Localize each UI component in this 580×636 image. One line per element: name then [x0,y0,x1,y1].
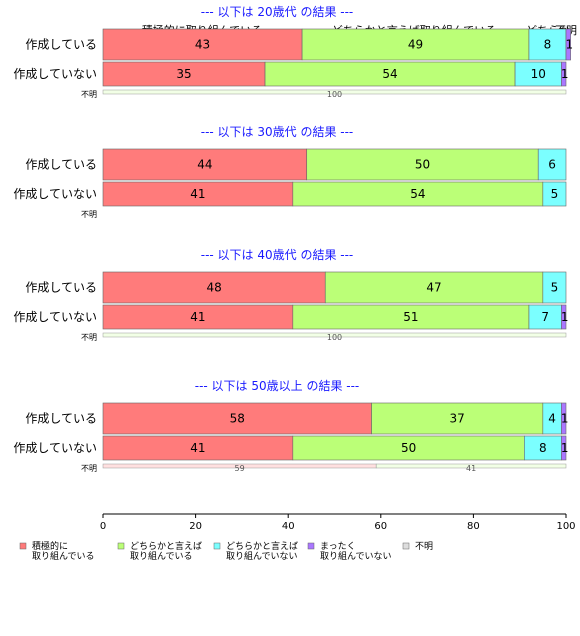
bar-segment [102,89,567,95]
bar-segment [565,28,571,61]
bar-segment [102,181,294,207]
bar-segment [102,332,567,338]
panel-title: --- 以下は 20歳代 の結果 --- [201,5,354,19]
legend-label: 取り組んでいる [32,550,95,562]
legend-swatch [19,542,27,550]
bar-segment [292,435,525,461]
bar-segment [561,61,567,87]
row-label: 作成している [25,281,97,295]
legend-label: 取り組んでいない [226,550,298,562]
data-label: 50 [401,441,416,455]
bar-segment [301,28,530,61]
row-label: 作成していない [13,441,97,455]
data-label: 100 [327,90,342,99]
legend-swatch [402,542,410,550]
legend-swatch [117,542,125,550]
data-label: 4 [548,412,556,426]
legend-label: どちらかと言えば [226,540,298,552]
x-tick-label: 0 [100,521,106,532]
bar-segment [102,435,294,461]
data-label: 5 [551,281,559,295]
bar-segment [102,271,326,304]
data-label: 1 [561,310,569,324]
data-label: 100 [327,333,342,342]
data-label: 37 [450,412,465,426]
legend-label: 取り組んでいる [130,550,193,562]
x-tick-label: 40 [282,521,295,532]
bar-segment [528,28,567,61]
data-label: 47 [426,281,441,295]
bar-segment [306,148,539,181]
bar-segment [292,181,544,207]
row-label: 作成している [25,412,97,426]
data-label: 1 [561,441,569,455]
bar-segment [102,148,308,181]
bar-segment [537,148,567,181]
data-label: 6 [548,158,556,172]
bar-segment [528,304,562,330]
data-label: 5 [551,187,559,201]
bar-segment [371,402,544,435]
x-tick-label: 100 [556,521,575,532]
data-label: 54 [382,67,397,81]
bar-segment [561,435,567,461]
row-label: 作成していない [13,187,97,201]
data-label: 49 [408,38,423,52]
data-label: 41 [190,310,205,324]
data-label: 51 [403,310,418,324]
data-label: 10 [531,67,546,81]
data-label: 1 [565,38,573,52]
bar-segment [292,304,530,330]
row-label: 作成していない [13,310,97,324]
bar-segment [524,435,562,461]
data-label: 35 [176,67,191,81]
panel-title: --- 以下は 50歳以上 の結果 --- [195,379,360,393]
row-label: 不明 [81,210,97,219]
bar-segment [102,61,266,87]
data-label: 50 [415,158,430,172]
data-label: 8 [544,38,552,52]
row-label: 不明 [81,90,97,99]
legend-label: どちらかと言えば [130,540,202,552]
bar-segment [375,463,567,469]
data-label: 44 [197,158,212,172]
bar-segment [561,402,567,435]
bar-segment [102,402,372,435]
panel-title: --- 以下は 30歳代 の結果 --- [201,125,354,139]
data-label: 41 [466,464,476,473]
bar-segment [542,271,567,304]
data-label: 7 [541,310,549,324]
x-tick-label: 80 [467,521,480,532]
bar-segment [264,61,516,87]
row-label: 不明 [81,333,97,342]
data-label: 1 [561,412,569,426]
legend-swatch [213,542,221,550]
data-label: 8 [539,441,547,455]
data-label: 41 [190,441,205,455]
data-label: 59 [234,464,244,473]
legend-label: 取り組んでいない [320,550,392,562]
row-label: 不明 [81,464,97,473]
data-label: 48 [206,281,221,295]
row-label: 作成している [25,38,97,52]
legend-swatch [307,542,315,550]
data-label: 41 [190,187,205,201]
row-label: 作成していない [13,67,97,81]
legend-label: 積極的に [32,540,68,552]
data-label: 58 [230,412,245,426]
data-label: 43 [195,38,210,52]
data-label: 54 [410,187,425,201]
x-tick-label: 20 [189,521,202,532]
x-tick-label: 60 [374,521,387,532]
row-label: 作成している [25,158,97,172]
panel-title: --- 以下は 40歳代 の結果 --- [201,248,354,262]
bar-segment [102,304,294,330]
legend-label: まったく [320,541,356,552]
bar-segment [561,304,567,330]
legend-label: 不明 [415,541,433,552]
data-label: 1 [561,67,569,81]
bar-segment [542,181,567,207]
